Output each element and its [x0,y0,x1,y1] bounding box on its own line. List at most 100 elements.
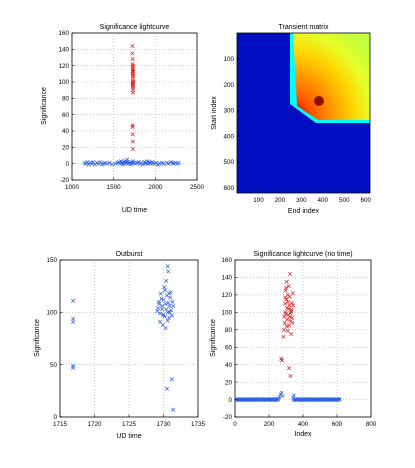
data-point [286,284,291,289]
x-tick-label: 200 [275,197,286,204]
data-point [279,358,284,363]
data-point [169,377,174,382]
y-tick-label: 0 [228,397,232,404]
data-point [290,315,295,320]
data-point [130,51,135,56]
y-tick-label: 120 [221,292,232,299]
marks [71,264,176,412]
y-tick-label: 500 [223,159,234,166]
heatmap-hot-region [293,33,370,120]
data-point [288,271,293,277]
ticks: 1715 1720 1725 1730 1735 0 50 100 150 [46,257,205,428]
data-point [276,398,280,402]
data-point [279,390,284,395]
data-point [158,319,163,324]
data-point [140,162,145,167]
y-tick-label: 160 [221,257,232,264]
data-point [163,325,168,331]
data-point [117,161,122,166]
x-tick-label: 200 [264,421,275,428]
y-tick-label: 0 [53,414,57,421]
data-point [164,386,169,391]
data-point [162,285,167,290]
plot-area [71,32,198,181]
data-point [160,304,165,309]
data-point [71,298,76,303]
plot-area [236,32,371,194]
grid [235,260,371,417]
data-point [287,366,292,371]
y-tick-label: 40 [225,362,233,369]
data-point [283,295,288,300]
data-point [166,300,171,305]
x-tick-label: 0 [233,421,237,428]
x-tick-label: 1715 [53,421,68,428]
data-point [162,288,167,293]
data-point [282,301,288,306]
x-tick-label: 1730 [156,421,171,428]
x-axis-label: UD time [116,433,141,440]
y-tick-label: 80 [62,96,70,103]
data-point [131,63,136,68]
data-point [281,327,287,332]
x-tick-label: 1720 [87,421,102,428]
y-tick-label: -20 [223,414,233,421]
x-tick-label: 2000 [148,184,163,191]
y-tick-label: 200 [223,82,234,89]
y-tick-label: 100 [223,56,234,63]
data-point [283,312,289,317]
y-tick-label: 100 [58,79,69,86]
x-tick-label: 600 [332,421,343,428]
data-point [163,301,168,307]
x-tick-label: 400 [298,421,309,428]
data-point [291,303,296,308]
data-point [287,294,292,299]
x-tick-label: 600 [360,197,371,204]
x-axis-label: UD time [122,207,147,214]
data-point [113,161,118,166]
y-axis-label: Significance [34,319,41,357]
data-point [338,397,342,401]
x-tick-label: 800 [366,421,377,428]
y-tick-label: 60 [62,112,70,119]
data-point [284,279,289,284]
y-tick-label: 300 [223,108,234,115]
data-point [167,310,172,315]
data-point [160,307,165,312]
data-point [166,269,171,274]
data-point [289,332,294,337]
data-point [130,44,135,49]
data-point [164,307,169,312]
data-point [176,160,181,165]
data-point [164,278,169,283]
data-point [285,328,290,333]
y-tick-label: 20 [62,145,70,152]
y-tick-label: 50 [50,362,58,369]
data-point [291,393,296,398]
x-tick-label: 2500 [190,184,205,191]
data-point [129,161,135,166]
data-point [168,295,173,300]
data-point [291,395,295,400]
data-point [107,160,112,165]
ticks: 100 200 300 400 500 600 100 200 300 400 500 600 [223,56,371,204]
data-point [102,160,107,165]
x-tick-label: 1735 [191,421,206,428]
chart-title: Significance lightcurve (no time) [253,251,352,258]
data-point [124,157,130,162]
panel-outburst: 1715 1720 1725 1730 1735 0 50 100 150 Outburst U… [34,251,205,440]
data-point [161,297,166,302]
panel-transient-matrix: 100 200 300 400 500 600 100 200 300 400 500 600 Tra… [211,24,371,215]
y-tick-label: 60 [225,344,233,351]
marks [234,271,342,403]
data-point [170,299,175,304]
y-tick-label: 40 [62,128,70,135]
y-tick-label: 140 [58,47,69,54]
marks [82,44,181,167]
data-point [166,161,171,166]
data-point [280,394,285,398]
data-point [130,66,136,71]
y-tick-label: 400 [223,133,234,140]
data-point [285,299,291,304]
